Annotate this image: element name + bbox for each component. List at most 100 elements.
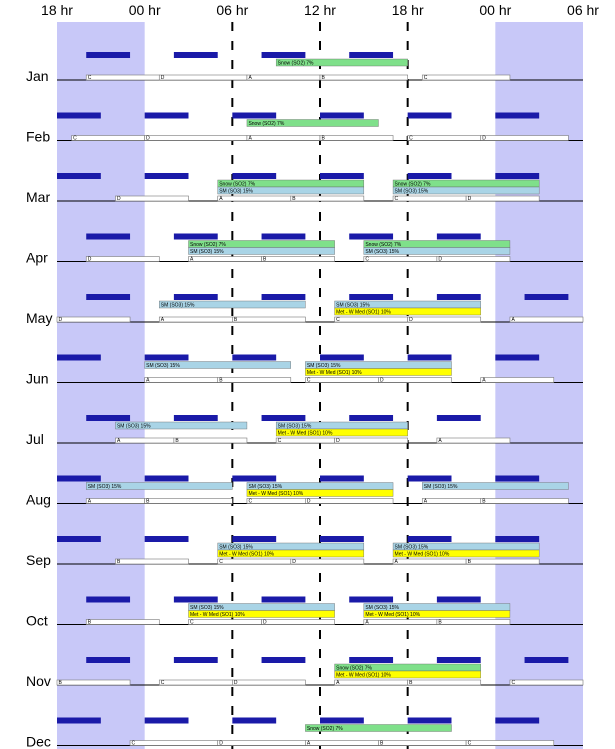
segment-letter: D — [88, 257, 92, 263]
shift-segment — [115, 195, 189, 202]
segment-letter: A — [482, 378, 486, 384]
shift-segment — [232, 679, 306, 686]
bar-label: SM (SO3) 15% — [395, 544, 429, 550]
segment-letter: B — [59, 680, 63, 686]
segment-letter: B — [409, 680, 413, 686]
segment-letter: B — [380, 741, 384, 747]
bar-label: Met - W Med (SO1) 10% — [365, 612, 420, 618]
shift-segment — [246, 135, 321, 141]
hour-tick-label: 18 hr — [392, 2, 424, 18]
navy-block — [349, 415, 394, 421]
month-label: Sep — [26, 552, 51, 568]
shift-segment — [290, 195, 365, 202]
navy-block — [436, 294, 481, 300]
navy-block — [144, 536, 189, 542]
navy-block — [173, 294, 218, 300]
segment-letter: B — [322, 75, 326, 81]
bar-label: SM (SO3) 15% — [365, 249, 399, 255]
occurrence-bar — [392, 549, 540, 558]
segment-letter: A — [511, 317, 515, 323]
navy-block — [232, 536, 277, 542]
bar-label: SM (SO3) 15% — [190, 249, 224, 255]
month-row-apr: Snow (SO2) 7%SM (SO3) 15%Snow (SO2) 7%SM… — [26, 233, 583, 266]
shift-segment — [115, 558, 189, 565]
navy-block — [495, 173, 540, 179]
shift-segment — [378, 377, 452, 383]
navy-block — [524, 657, 569, 663]
segment-letter: D — [234, 680, 238, 686]
navy-block — [436, 415, 481, 421]
shift-segment — [144, 135, 248, 141]
segment-letter: C — [336, 317, 340, 323]
month-row-jan: Snow (SO2) 7% C D A B C Jan — [26, 52, 583, 84]
shift-segment — [232, 316, 306, 323]
shift-segment — [480, 377, 555, 383]
segment-letter: C — [88, 75, 92, 81]
segment-letter: C — [248, 499, 252, 505]
segment-letter: B — [322, 136, 326, 142]
segment-letter: B — [175, 438, 179, 444]
shift-segment — [85, 256, 160, 262]
navy-block — [144, 112, 189, 119]
navy-block — [86, 233, 131, 240]
navy-block — [320, 173, 364, 179]
segment-letter: D — [59, 317, 63, 323]
segment-letter: D — [161, 75, 165, 81]
occurrence-bar — [86, 482, 233, 490]
bar-label: Snow (SO2) 7% — [395, 181, 431, 187]
segment-letter: A — [248, 136, 252, 142]
segment-letter: C — [219, 559, 223, 565]
shift-segment — [363, 256, 438, 262]
navy-block — [349, 294, 394, 300]
shift-segment — [85, 498, 145, 504]
bar-label: Snow (SO2) 7% — [248, 121, 284, 127]
navy-block — [261, 52, 306, 58]
bar-label: SM (SO3) 15% — [365, 605, 399, 611]
segment-letter: D — [468, 196, 472, 202]
segment-letter: C — [278, 438, 282, 444]
segment-letter: D — [380, 378, 384, 384]
hour-axis: 18 hr 00 hr 06 hr 12 hr 18 hr 00 hr 06 hr — [41, 2, 599, 18]
segment-letter: B — [234, 317, 238, 323]
navy-block — [320, 475, 364, 482]
navy-block — [407, 112, 452, 119]
segment-letter: A — [307, 741, 311, 747]
segment-letter: D — [219, 741, 223, 747]
shift-segment — [158, 74, 248, 81]
month-label: May — [26, 310, 52, 326]
bar-label: SM (SO3) 15% — [88, 484, 122, 490]
shift-segment — [305, 498, 394, 504]
segment-letter: C — [190, 620, 194, 626]
bar-label: SM (SO3) 15% — [336, 302, 370, 308]
segment-letter: B — [117, 559, 121, 565]
segment-letter: C — [307, 378, 311, 384]
navy-block — [524, 294, 569, 300]
shift-segment — [188, 619, 262, 625]
navy-block — [232, 717, 277, 724]
shift-segment — [246, 498, 306, 504]
navy-block — [173, 52, 218, 58]
navy-block — [144, 475, 189, 482]
navy-block — [173, 657, 218, 663]
navy-block — [407, 173, 452, 179]
month-label: Dec — [26, 734, 51, 749]
navy-block — [436, 233, 481, 240]
segment-letter: C — [132, 741, 136, 747]
segment-letter: D — [146, 136, 150, 142]
shift-segment — [261, 256, 335, 262]
occurrence-bar — [363, 610, 511, 618]
navy-block — [349, 233, 394, 240]
occurrence-bar — [144, 361, 291, 369]
hour-tick-label: 00 hr — [129, 2, 161, 18]
navy-block — [86, 657, 131, 663]
navy-block — [349, 52, 394, 58]
bar-label: Snow (SO2) 7% — [365, 242, 401, 248]
shift-segment — [144, 377, 219, 383]
navy-block — [232, 173, 277, 179]
navy-block — [86, 415, 131, 421]
shift-segment — [217, 558, 292, 565]
occurrence-bar — [246, 489, 394, 497]
occurrence-bar — [275, 58, 408, 67]
navy-block — [495, 354, 540, 361]
